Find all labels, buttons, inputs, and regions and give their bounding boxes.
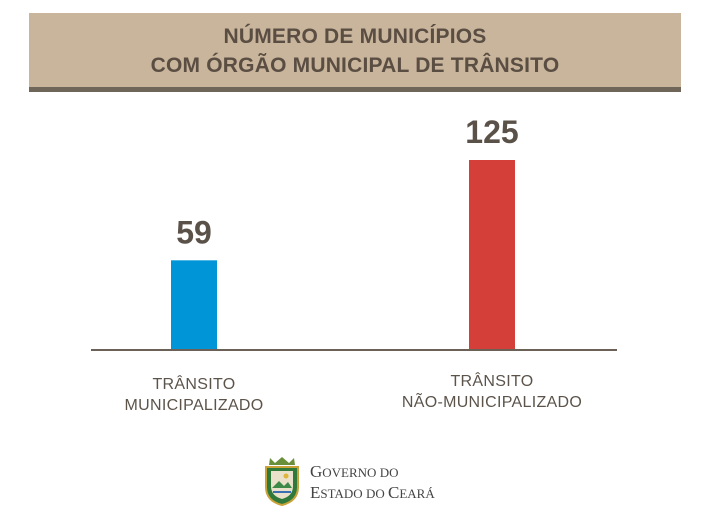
data-label-1: 59: [176, 214, 212, 250]
chart-title-banner: NÚMERO DE MUNICÍPIOS COM ÓRGÃO MUNICIPAL…: [29, 13, 681, 92]
category-label-1: TRÂNSITO MUNICIPALIZADO: [84, 374, 304, 416]
category-label-1-line-1: TRÂNSITO: [152, 376, 236, 393]
footer-logo: GOVERNO DO ESTADO DO CEARÁ: [262, 455, 462, 510]
government-name: GOVERNO DO ESTADO DO CEARÁ: [310, 462, 435, 502]
chart-title-line-1: NÚMERO DE MUNICÍPIOS: [223, 25, 487, 48]
chart-title-line-2: COM ÓRGÃO MUNICIPAL DE TRÂNSITO: [150, 54, 560, 77]
category-label-2-line-1: TRÂNSITO: [450, 373, 534, 390]
bar-1: [171, 260, 217, 350]
category-label-2: TRÂNSITO NÃO-MUNICIPALIZADO: [382, 371, 602, 413]
category-label-1-line-2: MUNICIPALIZADO: [124, 397, 264, 414]
data-label-2: 125: [465, 114, 518, 150]
ceara-coat-of-arms-icon: [265, 457, 299, 507]
bar-2: [469, 160, 515, 350]
category-label-2-line-2: NÃO-MUNICIPALIZADO: [401, 394, 583, 411]
